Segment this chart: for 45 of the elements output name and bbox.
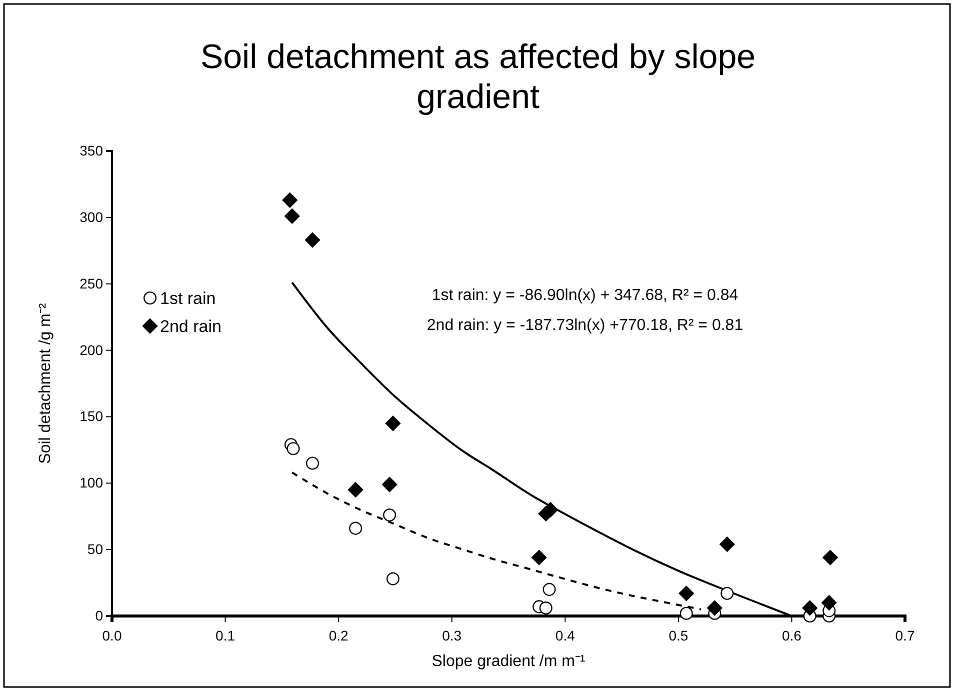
y-tick-label: 150 <box>80 408 104 424</box>
y-tick-label: 250 <box>80 275 104 292</box>
x-tick-label: 0.2 <box>328 627 349 644</box>
point <box>286 442 300 456</box>
point <box>802 600 818 616</box>
chart-title: Soil detachment as affected by slope gradient <box>200 38 756 116</box>
x-axis-title: Slope gradient /m m⁻¹ <box>432 653 586 670</box>
x-tick-label: 0.6 <box>782 627 802 644</box>
point <box>542 582 556 596</box>
legend-label: 2nd rain <box>160 317 222 336</box>
point <box>720 536 735 552</box>
point <box>306 456 320 470</box>
point <box>348 482 364 498</box>
point <box>382 476 398 492</box>
y-axis-title: Soil detachment /g m⁻² <box>37 302 54 464</box>
x-tick-label: 0.1 <box>216 627 236 644</box>
point <box>304 232 320 248</box>
point <box>282 192 298 208</box>
y-tick-label: 100 <box>80 474 104 491</box>
y-tick-label: 300 <box>80 208 104 225</box>
y-tick-label: 50 <box>87 541 104 558</box>
legend-label: 1st rain <box>160 289 216 308</box>
point <box>531 550 547 566</box>
point <box>720 586 734 600</box>
point <box>539 602 552 615</box>
x-tick-label: 0.0 <box>102 627 122 644</box>
point <box>822 550 838 566</box>
point <box>822 595 837 610</box>
point <box>386 572 400 586</box>
annotation: 2nd rain: y = -187.73ln(x) +770.18, R² = 0.81 <box>426 317 744 334</box>
point <box>284 208 300 224</box>
x-tick-label: 0.7 <box>895 627 915 644</box>
annotation: 1st rain: y = -86.90ln(x) + 347.68, R² = 0.84 <box>432 287 738 304</box>
y-tick-label: 200 <box>80 342 104 358</box>
point <box>707 600 722 616</box>
y-tick-label: 0 <box>95 607 104 624</box>
x-tick-label: 0.5 <box>668 627 688 644</box>
x-tick-label: 0.4 <box>555 627 576 644</box>
y-tick-label: 350 <box>80 142 104 158</box>
point <box>385 416 401 431</box>
point <box>383 508 396 522</box>
point <box>680 606 693 620</box>
x-tick-label: 0.3 <box>442 627 462 644</box>
point <box>349 522 362 535</box>
point <box>678 586 694 602</box>
